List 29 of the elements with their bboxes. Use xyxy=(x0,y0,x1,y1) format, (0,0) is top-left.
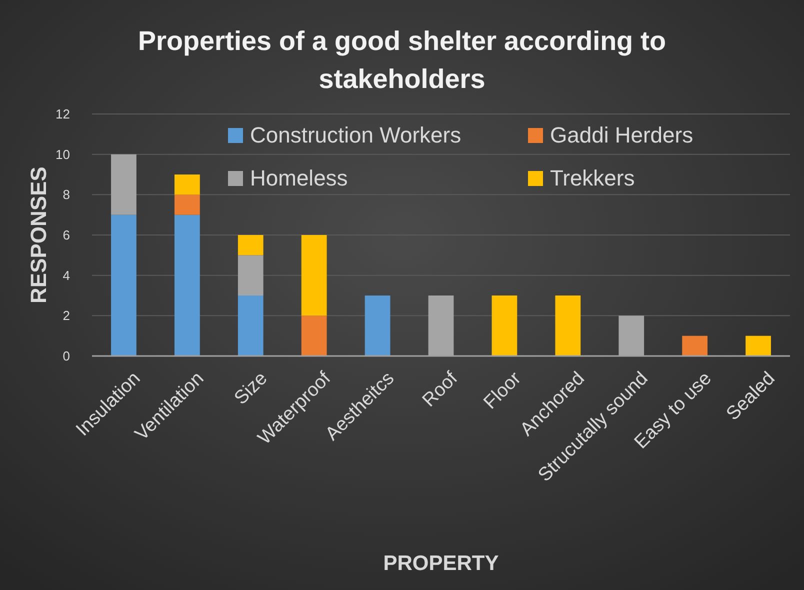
bar xyxy=(301,316,327,356)
bar xyxy=(174,214,200,356)
x-axis-title: PROPERTY xyxy=(383,552,499,575)
y-tick-label: 8 xyxy=(62,187,70,202)
bar xyxy=(111,154,136,215)
bar xyxy=(364,296,390,356)
y-tick-label: 0 xyxy=(62,348,70,364)
y-tick-label: 10 xyxy=(56,146,70,162)
legend-label: Homeless xyxy=(250,166,348,191)
bar xyxy=(492,296,518,356)
bar xyxy=(301,235,327,316)
bar xyxy=(238,235,264,256)
bar xyxy=(174,194,200,215)
legend-label: Trekkers xyxy=(550,166,635,191)
bar xyxy=(555,296,581,356)
bar xyxy=(746,336,771,356)
bar xyxy=(174,174,200,195)
legend-label: Construction Workers xyxy=(250,122,462,148)
bar xyxy=(238,255,264,296)
bar xyxy=(682,336,708,356)
legend-label: Gaddi Herders xyxy=(550,122,694,148)
y-axis-title: RESPONSES xyxy=(26,166,51,304)
bar xyxy=(238,296,264,356)
bar xyxy=(111,214,136,356)
y-tick-label: 4 xyxy=(62,268,70,283)
y-tick-label: 12 xyxy=(56,106,70,122)
y-tick-label: 2 xyxy=(62,308,70,324)
chart-title: Properties of a good shelter according to stakeholders xyxy=(138,26,666,94)
y-tick-label: 6 xyxy=(62,228,70,243)
